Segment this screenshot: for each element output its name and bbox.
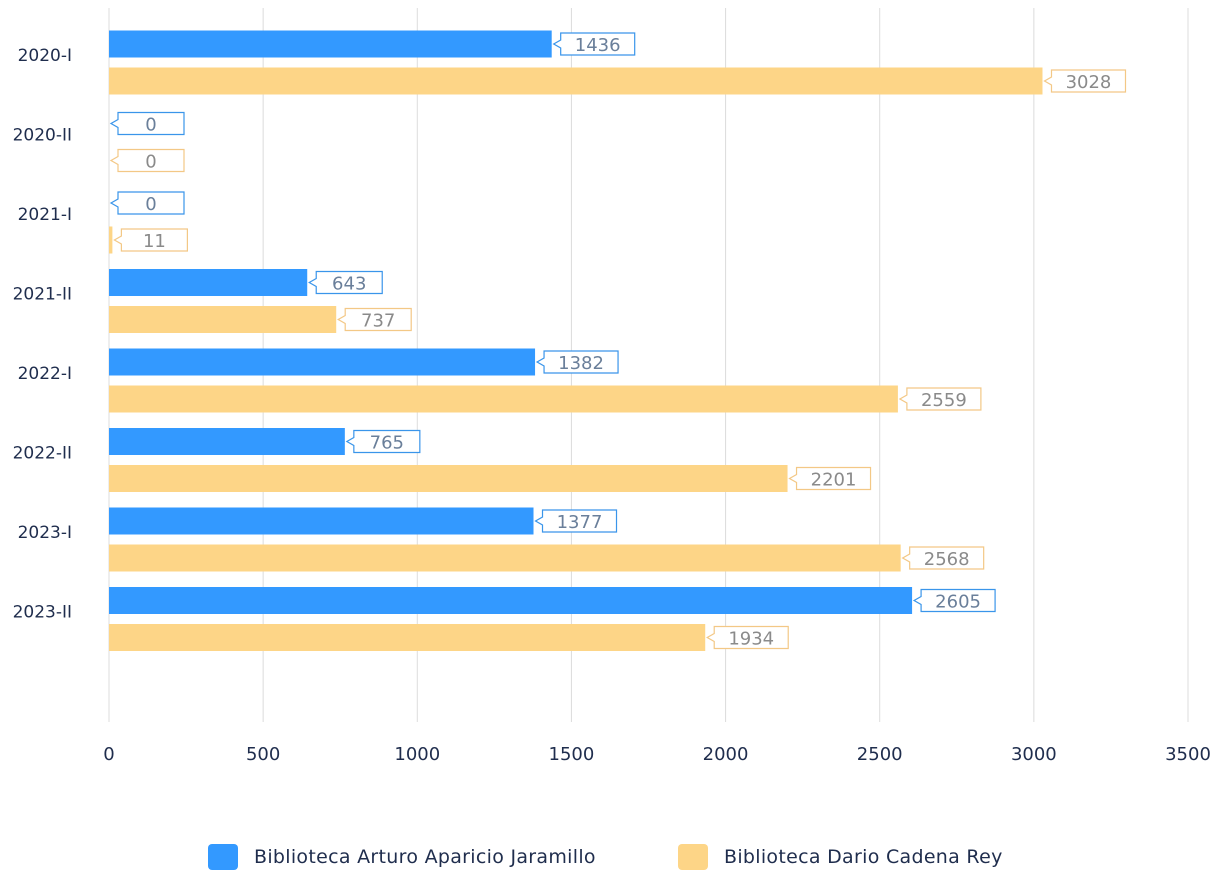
data-label-box bbox=[308, 270, 383, 295]
data-label: 11 bbox=[143, 231, 166, 252]
x-tick-label: 2000 bbox=[703, 744, 749, 765]
y-tick-label: 2021-I bbox=[18, 205, 72, 225]
legend-swatch-dario bbox=[678, 844, 708, 870]
bar bbox=[109, 306, 337, 333]
x-tick-label: 1500 bbox=[549, 744, 595, 765]
bar bbox=[109, 67, 1043, 95]
legend-label-arturo: Biblioteca Arturo Aparicio Jaramillo bbox=[254, 846, 596, 868]
data-label-box bbox=[912, 588, 996, 613]
data-label-box bbox=[552, 32, 636, 56]
data-label-box bbox=[109, 191, 185, 215]
bar bbox=[109, 587, 913, 614]
legend-label-dario: Biblioteca Dario Cadena Rey bbox=[724, 846, 1003, 868]
y-tick-label: 2023-I bbox=[18, 523, 72, 543]
data-label-box bbox=[345, 429, 421, 454]
x-tick-label: 1000 bbox=[394, 744, 440, 765]
bar bbox=[109, 385, 898, 413]
x-tick-label: 500 bbox=[246, 744, 280, 765]
data-label-box bbox=[109, 148, 185, 173]
data-label: 0 bbox=[145, 152, 156, 173]
bar bbox=[109, 624, 706, 651]
legend-item-arturo[interactable]: Biblioteca Arturo Aparicio Jaramillo bbox=[208, 842, 596, 872]
legend-item-dario[interactable]: Biblioteca Dario Cadena Rey bbox=[678, 842, 1003, 872]
data-label: 2568 bbox=[924, 549, 970, 570]
data-label-box bbox=[535, 350, 619, 374]
data-label: 2201 bbox=[811, 470, 857, 491]
data-label-box bbox=[898, 387, 982, 411]
data-label: 1436 bbox=[575, 35, 621, 56]
bar bbox=[109, 544, 901, 572]
bar bbox=[109, 465, 788, 492]
data-label: 737 bbox=[361, 311, 395, 332]
y-tick-label: 2023-II bbox=[13, 603, 72, 623]
data-label: 2559 bbox=[921, 390, 967, 411]
data-labels: 1436 3028 0 0 0 11 643 737 1382 2559 765 2201 1377 25… bbox=[109, 32, 1127, 650]
y-tick-label: 2021-II bbox=[13, 285, 72, 305]
x-tick-label: 3000 bbox=[1011, 744, 1057, 765]
legend: Biblioteca Arturo Aparicio Jaramillo Bib… bbox=[0, 842, 1225, 872]
data-label: 1377 bbox=[557, 512, 603, 533]
bar bbox=[109, 226, 113, 254]
x-tick-label: 2500 bbox=[857, 744, 903, 765]
data-label-box bbox=[113, 228, 188, 252]
y-tick-label: 2022-II bbox=[13, 444, 72, 464]
y-tick-label: 2020-I bbox=[18, 46, 72, 66]
data-label: 2605 bbox=[935, 592, 981, 613]
x-axis-ticks: 0 500 1000 1500 2000 2500 3000 3500 bbox=[103, 744, 1211, 765]
data-label-box bbox=[109, 111, 185, 136]
data-label-box bbox=[901, 546, 985, 570]
data-label-box bbox=[1043, 69, 1127, 93]
data-label-box bbox=[336, 307, 412, 332]
data-label-box bbox=[788, 466, 872, 491]
data-label-box bbox=[534, 509, 618, 533]
data-label: 0 bbox=[145, 194, 156, 215]
data-label: 1934 bbox=[728, 629, 774, 650]
bar-chart: 0 500 1000 1500 2000 2500 3000 35002020-I2020-I… bbox=[13, 8, 1211, 765]
data-label: 1382 bbox=[558, 353, 604, 374]
y-tick-label: 2022-I bbox=[18, 364, 72, 384]
y-axis-categories: 2020-I 2020-II 2021-I 2021-II 2022-I 2022-II 2… bbox=[13, 46, 72, 623]
y-tick-label: 2020-II bbox=[13, 126, 72, 146]
bars bbox=[109, 30, 1043, 651]
data-label-box bbox=[706, 625, 789, 650]
data-label: 765 bbox=[370, 433, 404, 454]
bar bbox=[109, 30, 552, 58]
bar bbox=[109, 348, 536, 376]
x-tick-label: 0 bbox=[103, 744, 114, 765]
data-label: 3028 bbox=[1066, 72, 1112, 93]
bar bbox=[109, 428, 345, 455]
legend-swatch-arturo bbox=[208, 844, 238, 870]
bar bbox=[109, 269, 308, 296]
bar bbox=[109, 507, 534, 535]
data-label: 0 bbox=[145, 115, 156, 136]
data-label: 643 bbox=[332, 274, 366, 295]
x-tick-label: 3500 bbox=[1165, 744, 1211, 765]
